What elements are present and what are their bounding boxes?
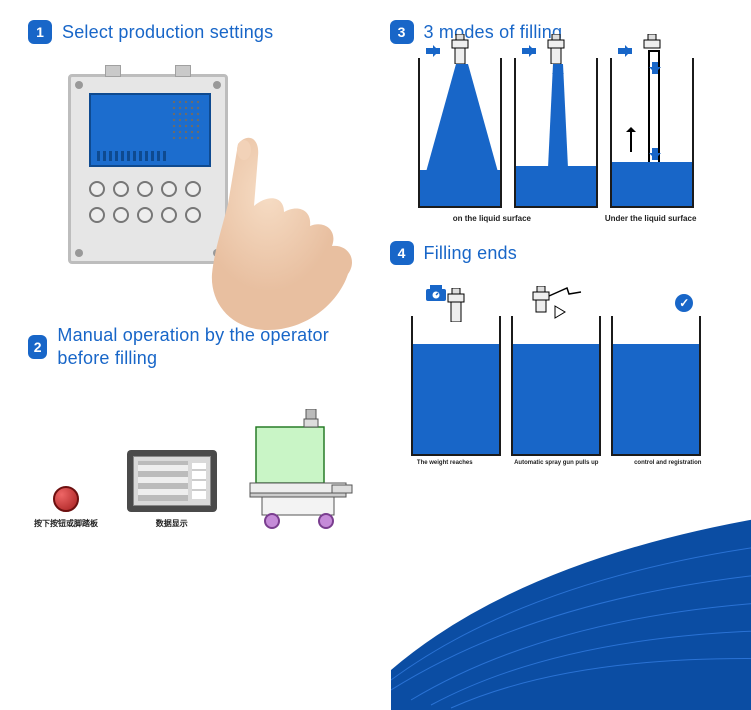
step2-item-button: 按下按钮或脚踏板: [34, 486, 98, 529]
mode-spray: [418, 58, 502, 208]
controller-illustration: [68, 74, 362, 324]
hmi-panel-icon: [127, 450, 217, 512]
mode-jet: [514, 58, 598, 208]
button-row-2: [89, 207, 201, 223]
spray-gun-up-icon: [527, 286, 589, 322]
step2-item-display: 数据显示: [127, 450, 217, 529]
end-labels: The weight reaches Automatic spray gun p…: [390, 460, 724, 466]
step1-head: 1 Select production settings: [28, 20, 362, 44]
step2-item-machine: [246, 409, 356, 529]
decorative-wave: [391, 490, 751, 710]
end-label-c: control and registration: [623, 460, 713, 466]
right-column: 3 3 modes of filling: [390, 20, 724, 529]
filling-ends: [390, 316, 724, 456]
filling-modes: [390, 58, 724, 208]
mode-labels: on the liquid surface Under the liquid s…: [390, 214, 724, 223]
step2-caption-b: 数据显示: [156, 518, 188, 529]
mode-label-left: on the liquid surface: [407, 214, 577, 223]
step2-badge: 2: [28, 335, 47, 359]
liquid-level: [612, 162, 692, 206]
mode-label-right: Under the liquid surface: [596, 214, 706, 223]
step4-head: 4 Filling ends: [390, 241, 724, 265]
end-label-a: The weight reaches: [400, 460, 490, 466]
push-button-icon: [53, 486, 79, 512]
step4-title: Filling ends: [424, 243, 517, 264]
check-icon: [675, 294, 693, 312]
step2-items: 按下按钮或脚踏板 数据显示: [28, 409, 362, 529]
filling-machine-icon: [246, 409, 356, 529]
left-column: 1 Select production settings: [28, 20, 362, 529]
liquid-level: [420, 170, 500, 206]
button-row-1: [89, 181, 201, 197]
end-label-b: Automatic spray gun pulls up: [506, 460, 606, 466]
liquid-level: [413, 344, 499, 454]
liquid-level: [613, 344, 699, 454]
step4-badge: 4: [390, 241, 414, 265]
liquid-level: [516, 166, 596, 206]
end-weight: [411, 316, 501, 456]
step1-title: Select production settings: [62, 22, 273, 43]
liquid-level: [513, 344, 599, 454]
step2-caption-a: 按下按钮或脚踏板: [34, 518, 98, 529]
step1-badge: 1: [28, 20, 52, 44]
nozzle-icon: [439, 288, 473, 322]
end-registered: [611, 316, 701, 456]
up-arrow-icon: [630, 128, 632, 152]
hand-pointing-icon: [198, 134, 378, 334]
speaker-grille: [171, 99, 203, 139]
mode-submerged: [610, 58, 694, 208]
step3-badge: 3: [390, 20, 414, 44]
end-gun-up: [511, 316, 601, 456]
